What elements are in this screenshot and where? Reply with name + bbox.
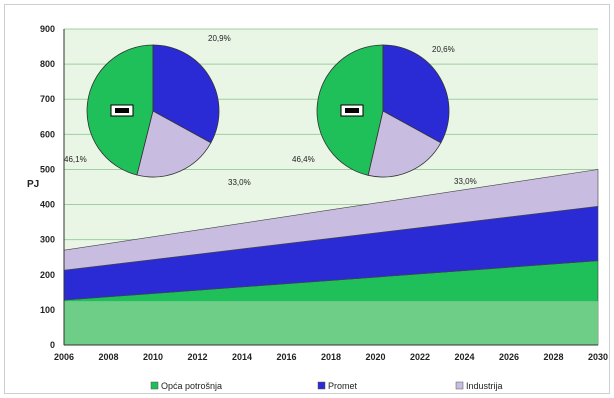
pie-slice-label: 20,6% — [432, 45, 455, 54]
x-tick-label: 2024 — [454, 352, 474, 362]
pie-slice-label: 33,0% — [454, 177, 477, 186]
pie-chart-1: 46,1% 33,0% 20,9% — [64, 34, 251, 187]
legend-label: Opća potrošnja — [161, 381, 222, 391]
pie-slice-label: 33,0% — [228, 178, 251, 187]
legend: Opća potrošnja Promet Industrija — [150, 381, 503, 391]
y-tick-label: 0 — [50, 340, 55, 350]
y-tick-label: 600 — [40, 129, 55, 139]
pie-chart-2: 46,4% 33,0% 20,6% — [292, 44, 477, 186]
y-tick-label: 800 — [40, 59, 55, 69]
y-tick-label: 400 — [40, 200, 55, 210]
pie-year-box-fill — [115, 108, 129, 113]
x-tick-label: 2014 — [232, 352, 252, 362]
legend-item: Opća potrošnja — [150, 381, 222, 391]
legend-swatch — [455, 381, 464, 390]
pie-slice — [152, 44, 220, 144]
y-tick-label: 700 — [40, 94, 55, 104]
y-tick-label: 100 — [40, 305, 55, 315]
legend-swatch — [317, 381, 326, 390]
legend-item: Industrija — [455, 381, 503, 391]
pie-insets: 46,1% 33,0% 20,9% 46,4% 33,0% 20,6% — [64, 34, 477, 187]
x-tick-label: 2020 — [365, 352, 385, 362]
pie-slice — [136, 110, 212, 178]
pie-slice-label: 46,1% — [64, 155, 87, 164]
x-tick-label: 2008 — [98, 352, 118, 362]
x-tick-label: 2022 — [410, 352, 430, 362]
legend-item: Promet — [317, 381, 358, 391]
legend-label: Promet — [328, 381, 358, 391]
pie-slice — [367, 110, 442, 178]
pie-slice — [382, 44, 450, 144]
x-axis-ticks: 2006 2008 2010 2012 2014 2016 2018 2020 2022 2024… — [54, 352, 608, 362]
legend-label: Industrija — [466, 381, 503, 391]
stacked-areas — [63, 29, 599, 346]
x-tick-label: 2010 — [143, 352, 163, 362]
y-tick-label: 300 — [40, 235, 55, 245]
y-tick-label: 900 — [40, 24, 55, 34]
x-tick-label: 2026 — [499, 352, 519, 362]
y-tick-label: 500 — [40, 164, 55, 174]
pie-slice-label: 46,4% — [292, 155, 315, 164]
x-tick-label: 2016 — [276, 352, 296, 362]
x-tick-label: 2028 — [543, 352, 563, 362]
baseline-band — [64, 301, 598, 345]
pie-year-box-fill — [345, 108, 359, 113]
y-tick-label: 200 — [40, 270, 55, 280]
x-tick-label: 2012 — [187, 352, 207, 362]
pie-slice-label: 20,9% — [208, 34, 231, 43]
legend-swatch — [150, 381, 159, 390]
x-tick-label: 2030 — [588, 352, 608, 362]
x-tick-label: 2018 — [321, 352, 341, 362]
y-axis-label: PJ — [27, 179, 39, 190]
x-tick-label: 2006 — [54, 352, 74, 362]
y-axis-ticks: 0 100 200 300 400 500 600 700 800 900 — [40, 24, 55, 350]
